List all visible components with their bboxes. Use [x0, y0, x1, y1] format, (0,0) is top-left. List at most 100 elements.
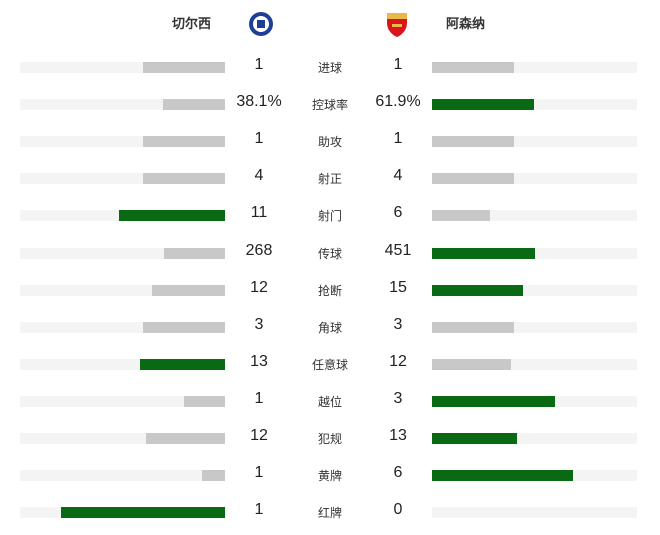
away-bar-track: [432, 470, 637, 482]
away-value: 13: [389, 427, 407, 444]
home-team-name[interactable]: 切尔西: [172, 16, 212, 31]
away-value: 15: [389, 278, 407, 296]
home-bar: [201, 470, 225, 482]
home-bar: [162, 99, 225, 111]
home-bar: [143, 173, 225, 185]
away-bar-track: [432, 210, 637, 222]
stat-row: 3 角球 3: [0, 312, 660, 342]
away-bar: [432, 173, 514, 185]
home-bar-track: [20, 395, 225, 407]
home-bar-track: [20, 173, 225, 185]
stat-row: 12 犯规 13: [0, 423, 660, 453]
stat-row: 13 任意球 12: [0, 349, 660, 379]
home-value: 1: [254, 56, 264, 73]
away-bar: [432, 321, 514, 333]
away-bar-track: [432, 173, 637, 185]
away-team-name[interactable]: 阿森纳: [446, 16, 486, 31]
away-bar-track: [432, 433, 637, 444]
home-bar-track: [20, 433, 225, 444]
home-value: 4: [254, 167, 264, 185]
stat-row: 12 抢断 15: [0, 275, 660, 305]
stat-label: 传球: [317, 246, 342, 261]
stat-label: 黄牌: [317, 469, 342, 484]
home-bar-track: [20, 470, 225, 482]
away-bar: [432, 247, 535, 259]
home-value: 1: [254, 130, 264, 148]
home-bar: [146, 433, 225, 444]
home-bar-track: [20, 247, 225, 259]
away-bar-track: [432, 136, 637, 148]
away-value: 6: [393, 204, 403, 222]
chelsea-crest-icon: [249, 12, 273, 36]
stat-row: 1 红牌 0: [0, 497, 660, 527]
home-bar-track: [20, 284, 225, 296]
stat-row: 38.1% 控球率 61.9%: [0, 89, 660, 119]
away-bar-track: [432, 395, 637, 407]
away-bar: [432, 395, 555, 407]
away-value: 3: [393, 315, 403, 333]
home-bar-track: [20, 136, 225, 148]
home-value: 12: [250, 427, 268, 444]
away-bar-track: [432, 62, 637, 73]
home-bar-track: [20, 507, 225, 519]
stat-label: 任意球: [311, 357, 348, 372]
stat-row: 1 助攻 1: [0, 126, 660, 156]
home-value: 38.1%: [236, 93, 282, 111]
stat-label: 进球: [317, 61, 342, 75]
home-bar: [139, 358, 225, 370]
away-value: 4: [393, 167, 403, 185]
home-bar-track: [20, 321, 225, 333]
home-value: 13: [250, 352, 268, 370]
home-value: 1: [254, 389, 264, 407]
home-value: 1: [254, 464, 264, 482]
away-bar-track: [432, 247, 637, 259]
home-value: 11: [250, 204, 268, 222]
away-value: 6: [393, 464, 403, 482]
home-bar: [143, 136, 225, 148]
away-bar: [432, 358, 511, 370]
stat-label: 犯规: [317, 432, 342, 446]
away-bar-track: [432, 321, 637, 333]
away-value: 12: [389, 352, 407, 370]
away-value: 61.9%: [375, 93, 421, 111]
stat-row: 268 传球 451: [0, 238, 660, 268]
stat-row: 1 越位 3: [0, 386, 660, 416]
away-bar-track: [432, 507, 637, 519]
stat-row: 11 射门 6: [0, 200, 660, 230]
away-bar: [432, 210, 490, 222]
stat-row: 1 黄牌 6: [0, 460, 660, 490]
away-value: 1: [393, 56, 403, 73]
home-bar: [61, 507, 225, 519]
home-bar-track: [20, 62, 225, 73]
away-bar: [432, 136, 514, 148]
away-bar-track: [432, 358, 637, 370]
home-bar: [143, 62, 225, 73]
away-bar: [432, 62, 514, 73]
stat-label: 角球: [317, 320, 342, 335]
home-bar: [184, 395, 225, 407]
home-bar: [152, 284, 225, 296]
stat-row: 1 进球 1: [0, 52, 660, 82]
stat-label: 抢断: [317, 283, 342, 298]
stat-label: 射正: [317, 172, 342, 187]
away-bar: [432, 433, 518, 444]
stat-label: 控球率: [311, 98, 348, 113]
home-bar-track: [20, 358, 225, 370]
stat-label: 红牌: [317, 506, 342, 521]
away-value: 451: [384, 241, 412, 259]
home-value: 12: [250, 278, 268, 296]
away-value: 3: [393, 389, 403, 407]
away-value: 0: [393, 501, 403, 519]
home-bar-track: [20, 210, 225, 222]
stat-label: 越位: [317, 394, 342, 409]
away-value: 1: [393, 130, 403, 148]
stat-label: 射门: [317, 209, 342, 224]
away-bar: [432, 470, 573, 482]
away-bar-track: [432, 99, 637, 111]
home-bar: [118, 210, 225, 222]
home-value: 1: [254, 501, 264, 519]
arsenal-crest-icon: [387, 13, 407, 37]
away-bar: [432, 284, 524, 296]
home-value: 3: [254, 315, 264, 333]
away-bar-track: [432, 284, 637, 296]
